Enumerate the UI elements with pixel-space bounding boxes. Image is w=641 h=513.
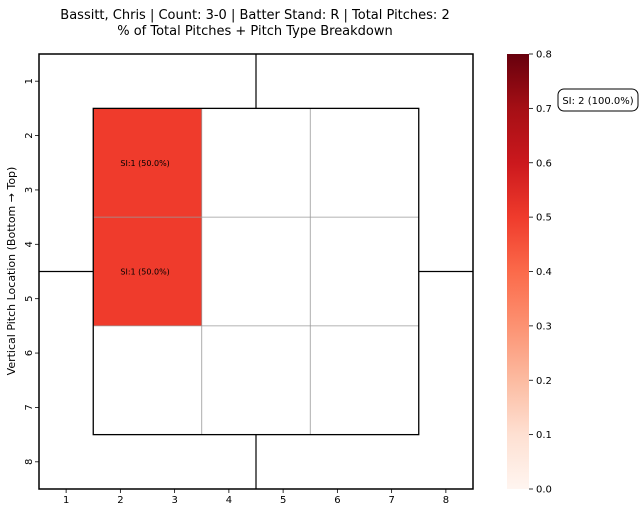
x-tick-label-7: 7: [388, 495, 394, 506]
cell-annotation-1: SI:1 (50.0%): [120, 159, 169, 168]
colorbar-gradient: [507, 54, 529, 489]
x-tick-label-1: 1: [63, 495, 69, 506]
heatmap-cell-1: [93, 108, 202, 218]
legend-box: [557, 88, 639, 112]
colorbar-tick-label-0.7: 0.7: [536, 104, 552, 115]
y-tick-label-7: 7: [24, 404, 35, 410]
chart-subtitle: % of Total Pitches + Pitch Type Breakdow…: [117, 24, 393, 39]
y-tick-label-2: 2: [24, 132, 35, 138]
colorbar: 0.0 0.1 0.2 0.3 0.4 0.5 0.6 0.7 0.8: [507, 50, 552, 496]
colorbar-tick-label-0.4: 0.4: [536, 267, 552, 278]
colorbar-tick-label-0.8: 0.8: [536, 50, 552, 61]
x-tick-label-6: 6: [334, 495, 340, 506]
heatmap-cell-2: [93, 217, 202, 326]
x-tick-label-8: 8: [443, 495, 449, 506]
colorbar-tick-label-0.0: 0.0: [536, 485, 552, 496]
x-tick-label-5: 5: [280, 495, 286, 506]
y-tick-label-4: 4: [24, 241, 35, 247]
y-tick-label-5: 5: [24, 296, 35, 302]
colorbar-tick-label-0.6: 0.6: [536, 158, 552, 169]
y-tick-label-6: 6: [24, 350, 35, 356]
x-tick-label-2: 2: [117, 495, 123, 506]
colorbar-tick-label-0.3: 0.3: [536, 321, 552, 332]
y-tick-label-8: 8: [24, 459, 35, 465]
x-tick-label-4: 4: [226, 495, 232, 506]
colorbar-tick-label-0.1: 0.1: [536, 430, 552, 441]
y-axis-label: Vertical Pitch Location (Bottom → Top): [5, 167, 18, 376]
y-tick-label-3: 3: [24, 187, 35, 193]
strike-zone-border: [92, 107, 420, 436]
legend-text: SI: 2 (100.0%): [562, 96, 633, 107]
chart-title: Bassitt, Chris | Count: 3-0 | Batter Sta…: [60, 8, 449, 23]
heatmap-plot: SI:1 (50.0%) SI:1 (50.0%) 1 2 3 4 5 6 7 8 1 2 3 4 5 6 7 8: [24, 53, 474, 506]
colorbar-tick-label-0.5: 0.5: [536, 213, 552, 224]
y-tick-label-1: 1: [24, 78, 35, 84]
pitch-type-legend: SI: 2 (100.0%): [557, 88, 639, 112]
x-tick-label-3: 3: [171, 495, 177, 506]
colorbar-tick-label-0.2: 0.2: [536, 376, 552, 387]
plot-frame: [38, 53, 474, 490]
cell-annotation-2: SI:1 (50.0%): [120, 268, 169, 277]
